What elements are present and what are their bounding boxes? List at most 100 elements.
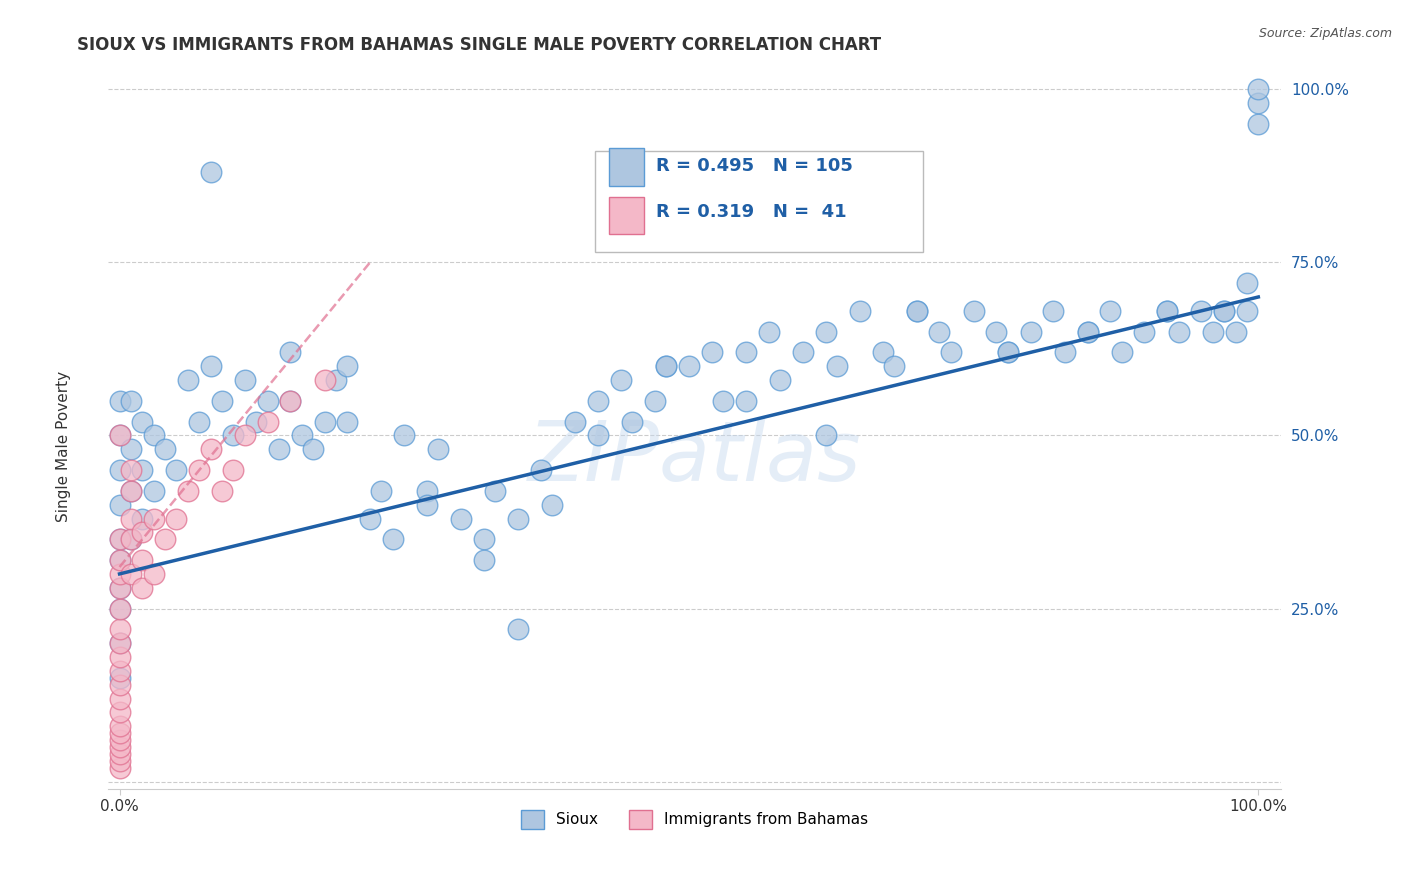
Point [939, 345, 962, 359]
Point [233, 373, 256, 387]
Point [188, 415, 211, 429]
Point [108, 691, 131, 706]
Point [883, 359, 905, 374]
Point [1247, 82, 1270, 96]
Point [734, 345, 756, 359]
Point [1202, 325, 1225, 339]
Point [120, 511, 142, 525]
Point [336, 415, 359, 429]
Point [233, 428, 256, 442]
Point [108, 761, 131, 775]
Point [1236, 303, 1258, 318]
Point [142, 428, 165, 442]
Point [586, 393, 609, 408]
Point [108, 726, 131, 740]
Point [153, 533, 176, 547]
Point [108, 739, 131, 754]
Point [120, 533, 142, 547]
Point [108, 581, 131, 595]
Point [1156, 303, 1178, 318]
Point [1156, 303, 1178, 318]
Point [108, 650, 131, 665]
Point [153, 442, 176, 457]
Point [1099, 303, 1122, 318]
Point [564, 415, 586, 429]
Point [108, 393, 131, 408]
Point [655, 359, 678, 374]
Point [848, 303, 870, 318]
Point [108, 581, 131, 595]
Point [1189, 303, 1212, 318]
Point [245, 415, 267, 429]
Point [336, 359, 359, 374]
Point [472, 533, 495, 547]
Point [484, 483, 506, 498]
Point [267, 442, 290, 457]
Point [108, 664, 131, 678]
Point [1247, 96, 1270, 111]
Point [586, 428, 609, 442]
Point [108, 733, 131, 747]
Point [131, 525, 153, 540]
Point [508, 622, 530, 636]
Point [108, 671, 131, 685]
Point [211, 483, 233, 498]
Point [416, 498, 439, 512]
Point [256, 415, 278, 429]
Point [200, 359, 222, 374]
Point [120, 566, 142, 581]
Point [769, 373, 792, 387]
Point [905, 303, 928, 318]
Point [108, 428, 131, 442]
Point [108, 719, 131, 733]
Point [120, 442, 142, 457]
Point [120, 483, 142, 498]
Point [108, 754, 131, 768]
Point [120, 463, 142, 477]
Point [108, 428, 131, 442]
Point [620, 415, 643, 429]
Point [222, 428, 245, 442]
Point [108, 533, 131, 547]
Point [1111, 345, 1133, 359]
Point [678, 359, 700, 374]
Point [108, 601, 131, 615]
FancyBboxPatch shape [609, 196, 644, 234]
Legend: Sioux, Immigrants from Bahamas: Sioux, Immigrants from Bahamas [515, 804, 875, 835]
Point [108, 636, 131, 650]
Point [472, 553, 495, 567]
Point [108, 622, 131, 636]
Text: Source: ZipAtlas.com: Source: ZipAtlas.com [1258, 27, 1392, 40]
Point [1019, 325, 1042, 339]
Point [644, 393, 666, 408]
Point [108, 463, 131, 477]
Point [131, 415, 153, 429]
Point [1236, 276, 1258, 290]
Point [166, 463, 188, 477]
Point [1225, 325, 1247, 339]
Point [120, 483, 142, 498]
Point [131, 581, 153, 595]
Point [120, 533, 142, 547]
Point [997, 345, 1019, 359]
Point [530, 463, 553, 477]
Point [108, 747, 131, 761]
Point [734, 393, 756, 408]
Point [108, 636, 131, 650]
Point [291, 428, 314, 442]
Point [108, 601, 131, 615]
Point [381, 533, 404, 547]
Point [427, 442, 450, 457]
Point [222, 463, 245, 477]
Point [200, 165, 222, 179]
Point [108, 553, 131, 567]
Point [131, 463, 153, 477]
Text: R = 0.495   N = 105: R = 0.495 N = 105 [657, 157, 853, 175]
Point [655, 359, 678, 374]
Point [792, 345, 814, 359]
Point [1042, 303, 1064, 318]
Point [108, 553, 131, 567]
Point [142, 483, 165, 498]
Point [359, 511, 381, 525]
FancyBboxPatch shape [609, 148, 644, 186]
